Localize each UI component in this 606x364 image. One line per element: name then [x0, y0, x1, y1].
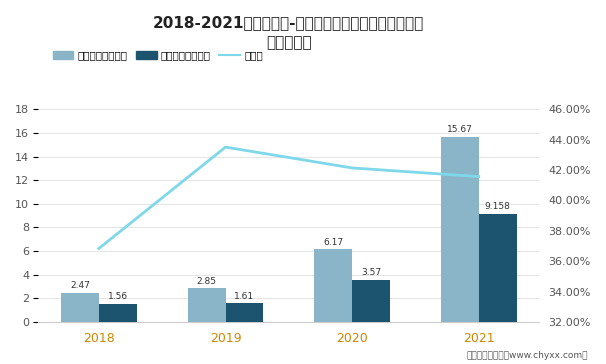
Bar	[314, 249, 352, 322]
Bar	[225, 303, 264, 322]
Bar	[352, 280, 390, 322]
Bar	[61, 293, 99, 322]
Bar	[187, 288, 225, 322]
Text: 2.85: 2.85	[196, 277, 216, 286]
Bar	[441, 137, 479, 322]
Text: 2.47: 2.47	[70, 281, 90, 290]
Legend: 营业收入（亿元）, 营业成本（亿元）, 毛利率: 营业收入（亿元）, 营业成本（亿元）, 毛利率	[48, 47, 267, 65]
Text: 1.61: 1.61	[235, 292, 255, 301]
Text: 15.67: 15.67	[447, 126, 473, 134]
Text: 3.57: 3.57	[361, 268, 381, 277]
Text: 1.56: 1.56	[108, 292, 128, 301]
Text: 9.158: 9.158	[485, 202, 511, 211]
Bar	[99, 304, 137, 322]
Text: 6.17: 6.17	[323, 238, 343, 247]
Text: 制图：智研咨询（www.chyxx.com）: 制图：智研咨询（www.chyxx.com）	[467, 351, 588, 360]
Bar	[479, 214, 517, 322]
Title: 2018-2021年三元生物-赤藓糖醇营业总收入、营业总成
本及毛利率: 2018-2021年三元生物-赤藓糖醇营业总收入、营业总成 本及毛利率	[153, 15, 424, 50]
